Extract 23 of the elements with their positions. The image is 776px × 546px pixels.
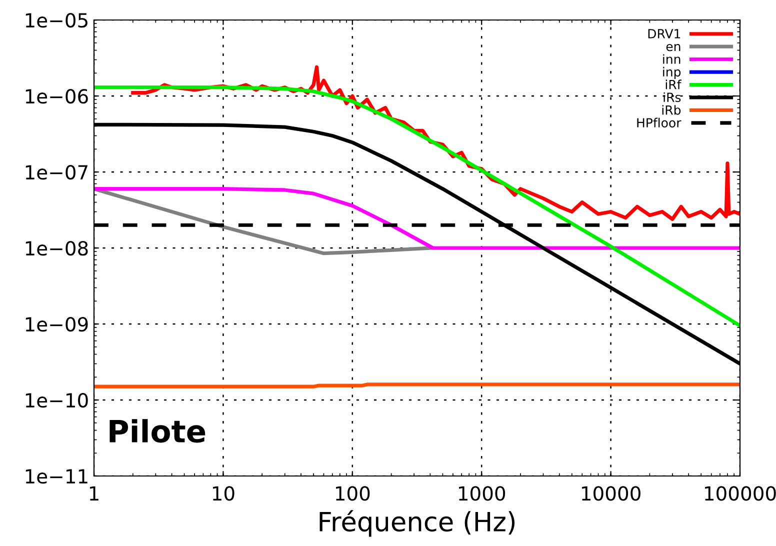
annotation: Pilote (110, 419, 206, 443)
legend-label: en (666, 44, 680, 52)
y-tick-label: 1e−05 (26, 12, 88, 28)
legend-label: inn (663, 54, 680, 64)
legend-label: iRs (664, 92, 681, 102)
legend-label: inp (663, 66, 681, 80)
legend-label: iRf (666, 80, 682, 90)
x-tick-label: 100000 (705, 486, 776, 501)
x-tick-label: 1 (90, 486, 98, 500)
legend-label: iRb (662, 105, 681, 115)
x-axis-title: Fréquence (Hz) (320, 510, 515, 537)
y-tick-label: 1e−10 (26, 392, 88, 408)
y-tick-label: 1e−11 (26, 469, 88, 484)
x-tick-label: 10 (212, 486, 234, 501)
x-tick-label: 1000 (458, 486, 506, 501)
legend-label: DRV1 (648, 29, 680, 38)
x-tick-label: 100 (336, 486, 370, 501)
y-tick-label: 1e−06 (26, 88, 88, 104)
y-tick-label: 1e−07 (26, 164, 88, 180)
y-tick-label: 1e−09 (26, 316, 88, 332)
x-tick-label: 10000 (582, 486, 640, 501)
y-tick-label: 1e−08 (26, 240, 88, 256)
legend-label: HPfloor (637, 118, 682, 128)
